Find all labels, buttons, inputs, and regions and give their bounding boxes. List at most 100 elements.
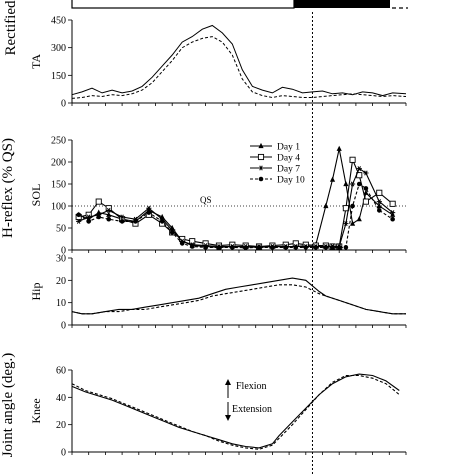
- knee-series-line-1: [71, 374, 400, 450]
- knee-y-tick-label: 60: [56, 366, 66, 377]
- flexion-arrowhead: [225, 379, 231, 385]
- sol-y-tick-label: 200: [51, 158, 66, 169]
- data-point: [376, 202, 382, 209]
- data-point: [323, 245, 329, 250]
- data-point: [86, 219, 91, 224]
- ta-series-line-1: [71, 36, 407, 99]
- data-point: [270, 245, 275, 250]
- hip-series-line-0: [71, 277, 406, 315]
- knee-y-tick-label: 20: [56, 420, 66, 431]
- legend-label: Day 7: [277, 165, 300, 175]
- data-point: [390, 216, 395, 222]
- data-point: [133, 219, 138, 224]
- legend-label: Day 4: [277, 154, 300, 164]
- data-point: [293, 245, 299, 250]
- panel-hip: 0 10 20 30 Hip: [29, 254, 407, 332]
- sol-series-line-day-10: [78, 183, 393, 249]
- data-point: [95, 198, 102, 205]
- hip-y-tick-label: 0: [61, 321, 66, 332]
- hip-series-line-1: [71, 284, 406, 315]
- data-point: [76, 218, 82, 224]
- data-point: [146, 210, 152, 215]
- data-point: [86, 214, 92, 220]
- data-point: [230, 245, 235, 250]
- data-point: [336, 245, 342, 250]
- sol-y-tick-label: 100: [51, 202, 66, 213]
- panel-ta: 0 150 300 450 TA: [29, 16, 407, 110]
- data-point: [189, 244, 195, 249]
- legend-marker: [258, 176, 264, 182]
- data-point: [243, 245, 248, 251]
- data-point: [356, 181, 362, 187]
- data-point: [106, 216, 112, 222]
- data-point: [363, 170, 369, 176]
- stance-phase-box: [71, 0, 295, 9]
- ta-y-tick-label: 300: [51, 43, 66, 54]
- hip-y-label: Hip: [29, 283, 43, 301]
- knee-y-tick-label: 0: [61, 448, 66, 459]
- knee-y-label: Knee: [29, 398, 43, 423]
- data-point: [119, 219, 125, 224]
- data-point: [330, 245, 335, 250]
- data-point: [362, 198, 369, 205]
- data-point: [349, 181, 356, 187]
- data-point: [96, 214, 102, 220]
- data-point: [356, 166, 362, 172]
- knee-y-tick-label: 40: [56, 393, 66, 404]
- data-point: [283, 245, 289, 250]
- data-point: [106, 211, 112, 217]
- joint-angle-axis-title: Joint angle (deg.): [0, 353, 16, 458]
- qs-label: QS: [200, 195, 212, 205]
- data-point: [169, 230, 175, 235]
- panel-knee: 0 20 40 60 Knee: [29, 366, 407, 459]
- legend-marker: [257, 153, 265, 161]
- phase-bar: [71, 0, 408, 9]
- sol-series-line-day-1: [78, 148, 393, 248]
- data-point: [159, 219, 165, 224]
- data-point: [76, 212, 81, 218]
- swing-phase-box: [294, 0, 390, 8]
- data-point: [179, 241, 185, 246]
- legend-label: Day 1: [277, 143, 300, 153]
- data-point: [389, 200, 396, 207]
- legend-label: Day 10: [277, 176, 305, 186]
- ta-y-tick-label: 450: [51, 16, 66, 27]
- knee-direction-annotation: Flexion Extension: [225, 379, 272, 421]
- data-point: [343, 221, 349, 227]
- data-point: [146, 205, 152, 211]
- data-point: [376, 189, 383, 196]
- data-point: [106, 207, 112, 213]
- data-point: [323, 202, 329, 209]
- data-point: [329, 176, 336, 182]
- ta-y-label: TA: [29, 54, 43, 69]
- data-point: [390, 211, 396, 217]
- data-point: [313, 245, 319, 250]
- data-point: [119, 214, 125, 220]
- hip-y-tick-label: 30: [56, 254, 66, 265]
- flexion-label: Flexion: [236, 381, 267, 392]
- data-point: [350, 203, 355, 209]
- data-point: [363, 189, 369, 195]
- extension-label: Extension: [232, 404, 272, 415]
- data-point: [203, 245, 208, 250]
- sol-y-tick-label: 150: [51, 180, 66, 191]
- sol-series-line-day-4: [78, 157, 393, 248]
- sol-y-tick-label: 0: [61, 246, 66, 257]
- legend-marker: [258, 142, 264, 149]
- data-point: [303, 245, 309, 250]
- sol-y-label: SOL: [29, 184, 43, 207]
- data-point: [256, 245, 262, 250]
- data-point: [216, 245, 222, 250]
- rectified-label: Rectified: [3, 0, 19, 55]
- hreflex-axis-title: H-reflex (% QS): [0, 138, 16, 238]
- data-point: [356, 216, 362, 222]
- sol-y-tick-label: 250: [51, 136, 66, 147]
- data-point: [349, 220, 356, 226]
- data-point: [363, 186, 369, 191]
- knee-series-line-0: [71, 373, 400, 449]
- data-point: [343, 245, 349, 250]
- hip-y-tick-label: 10: [56, 298, 66, 309]
